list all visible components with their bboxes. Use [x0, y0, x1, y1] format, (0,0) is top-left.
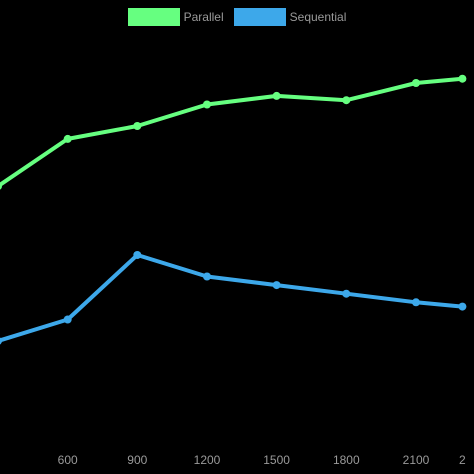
series-line-parallel: [0, 76, 463, 188]
legend-item-parallel[interactable]: Parallel: [127, 8, 224, 26]
data-point-parallel-1[interactable]: [63, 134, 72, 143]
legend-swatch-parallel: [127, 8, 180, 26]
legend-item-sequential[interactable]: Sequential: [233, 8, 347, 26]
legend-label-parallel: Parallel: [183, 10, 224, 24]
x-tick-label: 900: [127, 453, 147, 467]
data-point-parallel-0[interactable]: [0, 182, 2, 190]
legend-swatch-sequential: [233, 8, 286, 26]
x-tick-label: 1500: [263, 453, 290, 467]
x-tick-label: 2: [459, 453, 466, 467]
data-point-sequential-4[interactable]: [272, 281, 281, 290]
x-tick-label: 1800: [333, 453, 360, 467]
data-point-sequential-2[interactable]: [133, 251, 142, 259]
data-point-parallel-4[interactable]: [272, 91, 281, 100]
data-point-sequential-1[interactable]: [63, 315, 72, 324]
series-line-sequential: [0, 253, 463, 343]
legend: Parallel Sequential: [0, 8, 474, 26]
data-point-parallel-5[interactable]: [342, 96, 351, 105]
data-point-parallel-6[interactable]: [412, 79, 420, 87]
data-point-sequential-6[interactable]: [412, 298, 420, 307]
x-tick-label: 1200: [194, 453, 221, 467]
x-axis-ticks: 060090012001500180021002: [58, 453, 466, 467]
data-point-parallel-7[interactable]: [458, 74, 467, 83]
series-layer: [0, 74, 467, 345]
data-point-sequential-5[interactable]: [342, 289, 351, 298]
data-point-sequential-7[interactable]: [458, 302, 467, 311]
data-point-parallel-3[interactable]: [203, 100, 211, 109]
data-point-parallel-2[interactable]: [133, 122, 142, 130]
legend-label-sequential: Sequential: [289, 10, 347, 24]
data-point-sequential-0[interactable]: [0, 337, 2, 345]
x-tick-label: 2100: [403, 453, 430, 467]
x-tick-label: 600: [58, 453, 78, 467]
data-point-sequential-3[interactable]: [203, 272, 211, 281]
